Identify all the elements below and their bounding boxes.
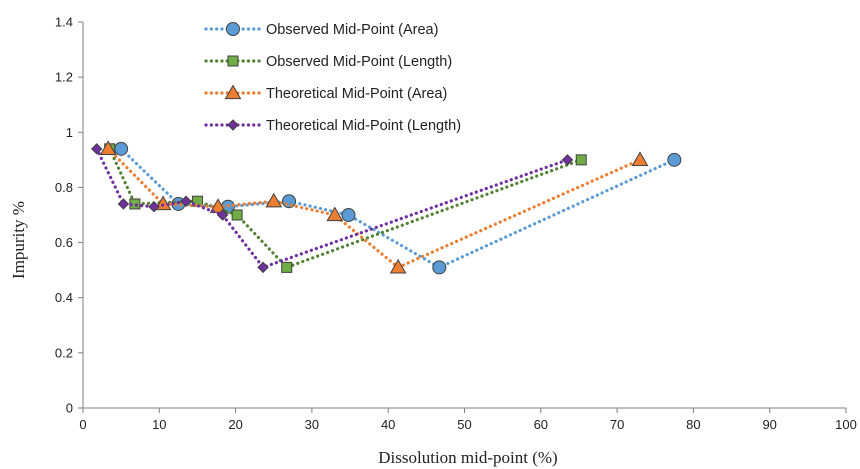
y-tick-label: 1.4 bbox=[55, 15, 73, 30]
data-point bbox=[117, 198, 130, 210]
legend-marker bbox=[227, 119, 239, 131]
legend-marker bbox=[224, 84, 242, 100]
legend-label: Theoretical Mid-Point (Length) bbox=[266, 118, 461, 134]
x-tick-label: 80 bbox=[686, 417, 700, 432]
y-tick-label: 1 bbox=[66, 125, 73, 140]
legend-label: Theoretical Mid-Point (Area) bbox=[266, 86, 447, 102]
legend-entry: Theoretical Mid-Point (Area) bbox=[204, 84, 447, 102]
x-tick-label: 30 bbox=[305, 417, 319, 432]
data-point bbox=[631, 151, 649, 166]
legend-marker bbox=[226, 22, 240, 36]
y-axis-title: Impurity % bbox=[9, 201, 28, 279]
y-tick-label: 0.2 bbox=[55, 345, 73, 360]
y-tick-label: 0.8 bbox=[55, 180, 73, 195]
x-tick-label: 10 bbox=[152, 417, 166, 432]
data-point bbox=[99, 140, 117, 155]
data-point bbox=[667, 152, 682, 167]
data-point bbox=[326, 206, 344, 222]
legend-label: Observed Mid-Point (Area) bbox=[266, 22, 438, 38]
data-point bbox=[389, 258, 407, 274]
y-tick-labels: 0 0.2 0.4 0.6 0.8 1 1.2 1.4 bbox=[55, 15, 83, 416]
x-tick-labels: 0 10 20 30 40 50 60 70 80 90 100 bbox=[79, 408, 857, 432]
series-0 bbox=[114, 141, 682, 275]
x-tick-label: 0 bbox=[79, 417, 86, 432]
x-tick-label: 70 bbox=[610, 417, 624, 432]
x-tick-label: 100 bbox=[835, 417, 857, 432]
data-point bbox=[281, 261, 293, 273]
data-point bbox=[282, 194, 297, 209]
x-tick-label: 40 bbox=[381, 417, 395, 432]
data-point bbox=[231, 209, 243, 221]
axes bbox=[82, 22, 846, 409]
data-point bbox=[575, 154, 587, 166]
series-layer bbox=[91, 140, 682, 275]
x-tick-label: 90 bbox=[762, 417, 776, 432]
y-tick-label: 0.4 bbox=[55, 290, 73, 305]
data-point bbox=[148, 201, 160, 213]
legend-entry: Observed Mid-Point (Area) bbox=[204, 22, 438, 38]
data-point bbox=[561, 154, 574, 166]
data-point bbox=[265, 192, 283, 208]
data-point bbox=[432, 260, 447, 275]
data-point bbox=[341, 208, 356, 222]
x-tick-label: 60 bbox=[534, 417, 548, 432]
legend-label: Observed Mid-Point (Length) bbox=[266, 54, 452, 70]
legend-entry: Observed Mid-Point (Length) bbox=[204, 54, 452, 70]
legend-entry: Theoretical Mid-Point (Length) bbox=[204, 118, 461, 134]
y-tick-label: 1.2 bbox=[55, 70, 73, 85]
y-tick-label: 0.6 bbox=[55, 235, 73, 250]
data-point bbox=[180, 195, 192, 207]
data-point bbox=[154, 195, 172, 211]
data-point bbox=[114, 141, 129, 156]
x-axis-title: Dissolution mid-point (%) bbox=[378, 448, 557, 467]
legend: Observed Mid-Point (Area) Observed Mid-Po… bbox=[204, 22, 461, 134]
x-tick-label: 20 bbox=[228, 417, 242, 432]
legend-marker bbox=[227, 55, 239, 67]
data-point bbox=[91, 143, 103, 155]
data-point bbox=[216, 209, 229, 221]
y-tick-label: 0 bbox=[66, 401, 73, 416]
x-tick-label: 50 bbox=[457, 417, 471, 432]
series-2 bbox=[99, 140, 649, 274]
series-3 bbox=[91, 143, 574, 274]
data-point bbox=[257, 261, 269, 274]
